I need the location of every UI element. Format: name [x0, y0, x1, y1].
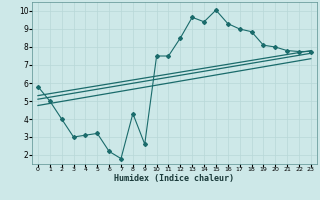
X-axis label: Humidex (Indice chaleur): Humidex (Indice chaleur)	[115, 174, 234, 183]
